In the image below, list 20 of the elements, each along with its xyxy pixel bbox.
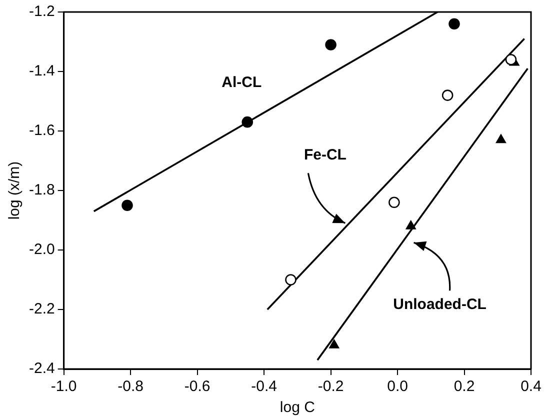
y-axis-title: log (x/m) bbox=[6, 161, 24, 220]
y-tick-label: -1.6 bbox=[28, 122, 55, 140]
y-tick-label: -2.4 bbox=[28, 360, 55, 378]
x-tick-label: -0.4 bbox=[251, 378, 277, 396]
y-tick-label: -1.4 bbox=[28, 62, 55, 80]
y-tick-label: -2.2 bbox=[28, 300, 55, 318]
x-tick-label: 0.4 bbox=[520, 378, 542, 396]
x-tick-label: -1.0 bbox=[50, 378, 77, 396]
x-tick-label: -0.2 bbox=[318, 378, 344, 396]
x-tick-label: -0.6 bbox=[184, 378, 210, 396]
series-label: Al-CL bbox=[222, 74, 262, 91]
series-label: Unloaded-CL bbox=[393, 296, 486, 313]
y-tick-label: -1.2 bbox=[28, 3, 55, 20]
text: Fe-CL bbox=[304, 146, 346, 164]
x-tick-label: 0.0 bbox=[387, 378, 408, 396]
y-tick-label: -1.8 bbox=[28, 182, 55, 199]
y-tick-label: -2.0 bbox=[28, 241, 55, 258]
x-tick-label: 0.2 bbox=[454, 378, 475, 396]
x-tick-label: -0.8 bbox=[118, 378, 144, 396]
x-axis-title: log C bbox=[280, 399, 316, 416]
